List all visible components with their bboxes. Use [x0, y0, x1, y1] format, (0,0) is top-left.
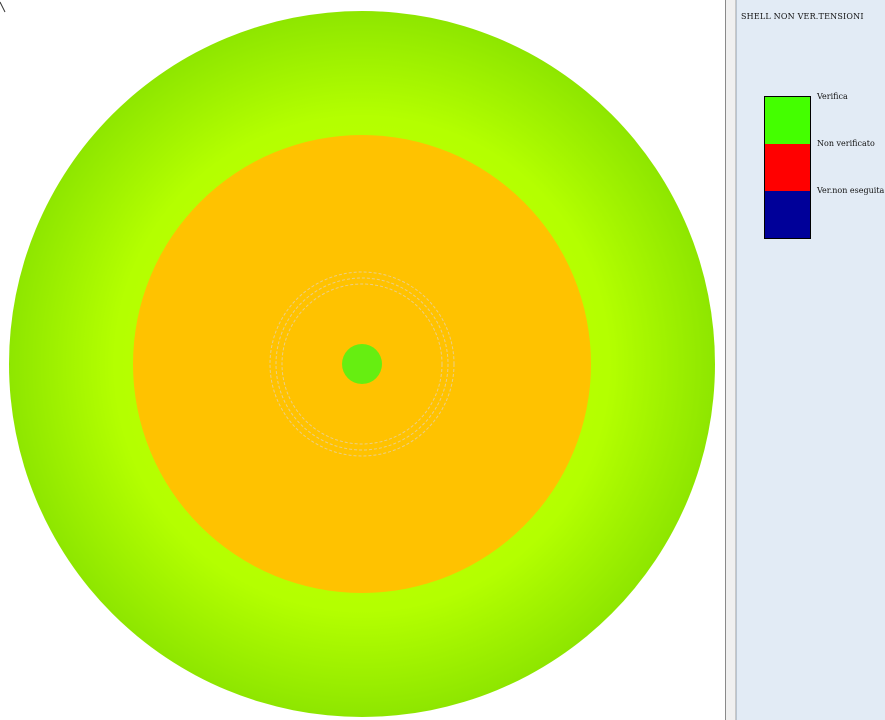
legend-title: SHELL NON VER.TENSIONI [741, 12, 864, 21]
legend-label-ver-non-eseguita: Ver.non eseguita [817, 186, 885, 195]
legend-swatch-verifica [765, 97, 810, 144]
axis-marker-icon [0, 1, 6, 13]
center-disk-shell[interactable] [342, 344, 382, 384]
model-viewport[interactable] [0, 0, 725, 720]
legend-panel: SHELL NON VER.TENSIONI Verifica Non veri… [736, 0, 885, 720]
legend-swatch-non-verificato [765, 144, 810, 191]
legend-label-non-verificato: Non verificato [817, 139, 875, 148]
inner-rings [269, 271, 455, 457]
legend-swatches [764, 96, 811, 239]
legend-swatch-ver-non-eseguita [765, 191, 810, 238]
legend-label-verifica: Verifica [817, 92, 848, 101]
model-drawing[interactable] [0, 0, 725, 720]
panel-splitter[interactable] [725, 0, 736, 720]
